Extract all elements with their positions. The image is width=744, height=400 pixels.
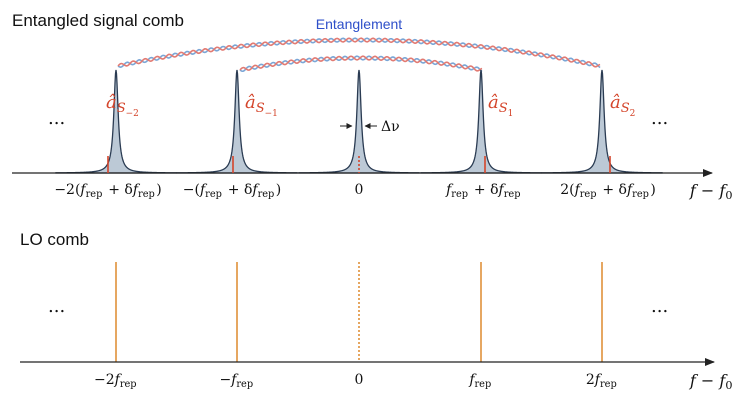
signal-axis-label-text: f − f0 <box>689 181 734 202</box>
lo-tick-label-1: −frep <box>219 372 254 390</box>
mode-label-s1: âS1 <box>488 92 513 119</box>
linewidth-annotation: Δν <box>340 119 400 135</box>
signal-tick-label-4: 2(frep + δfrep ) <box>560 182 656 200</box>
lo-ellipsis-right: ... <box>651 296 668 317</box>
lo-axis-label: f − f0 <box>689 371 734 392</box>
linewidth-label: Δν <box>381 119 400 135</box>
signal-tick-label-0: −2(frep + δfrep ) <box>54 182 161 200</box>
inner-arc-red <box>239 55 483 72</box>
signal-comb-title: Entangled signal comb <box>12 11 184 30</box>
signal-ellipsis-left: ... <box>48 108 65 129</box>
peak-s-2 <box>55 69 177 174</box>
entanglement-arcs <box>117 37 601 73</box>
signal-tick-label-1: −(frep + δfrep ) <box>183 182 281 200</box>
inner-arc-blue <box>239 55 483 73</box>
peak-s1 <box>420 69 542 174</box>
lo-tick-label-0: −2frep <box>94 372 138 390</box>
mode-label-s-2: âS−2 <box>106 92 139 119</box>
signal-tick-labels: −2(frep + δfrep ) −(frep + δfrep ) 0 frep +… <box>54 182 655 200</box>
signal-axis-label: f − f0 <box>689 181 734 202</box>
signal-tick-label-2: 0 <box>355 182 364 198</box>
peak-s-1 <box>176 69 298 174</box>
lo-tick-label-2: 0 <box>355 372 364 388</box>
entanglement-label: Entanglement <box>316 16 403 32</box>
signal-tick-label-3: frep + δfrep <box>445 182 522 200</box>
outer-arc-red <box>117 37 601 68</box>
lo-tick-label-3: frep <box>468 372 492 390</box>
mode-label-s-1: âS−1 <box>245 92 278 119</box>
mode-label-s2: âS2 <box>610 92 635 119</box>
signal-ellipsis-right: ... <box>651 108 668 129</box>
signal-tick-marks <box>107 156 611 173</box>
peak-s2 <box>541 69 663 174</box>
lo-tick-label-4: 2frep <box>586 372 618 390</box>
lo-comb-title: LO comb <box>20 230 89 249</box>
mode-labels: âS−2 âS−1 âS1 âS2 <box>106 92 635 119</box>
lo-ellipsis-left: ... <box>48 296 65 317</box>
lo-axis-label-text: f − f0 <box>689 371 734 392</box>
lo-tick-labels: −2frep −frep 0 frep 2frep <box>94 372 618 390</box>
lo-comb-lines <box>115 262 603 362</box>
